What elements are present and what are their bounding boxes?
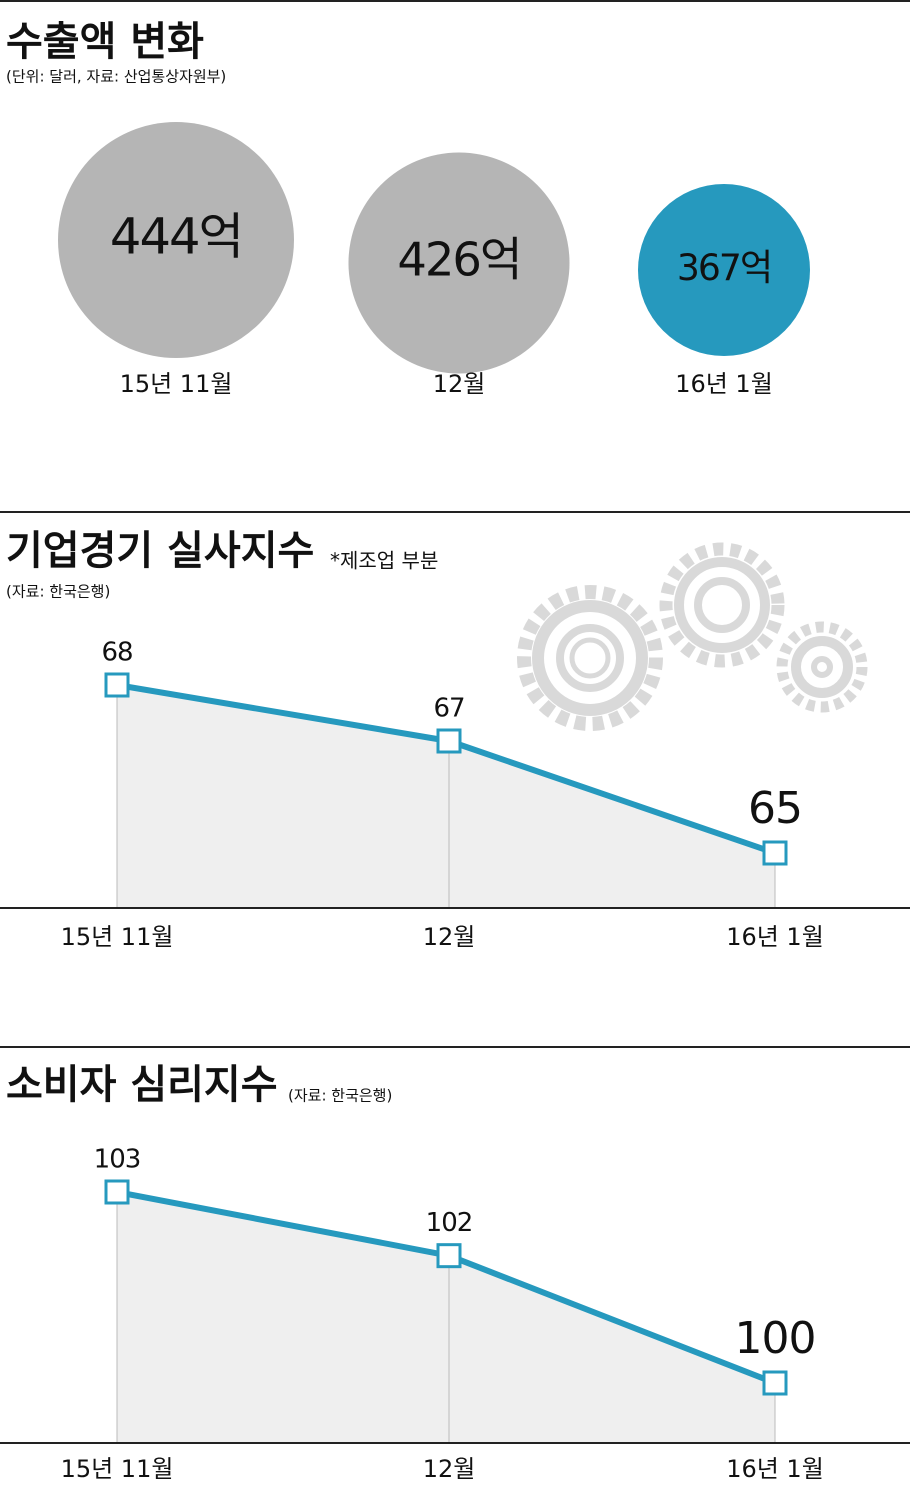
- marker: [104, 1179, 130, 1205]
- marker: [436, 728, 462, 754]
- value-label: 65: [748, 783, 802, 834]
- bubble: [348, 152, 570, 374]
- x-tick-label: 12월: [433, 370, 486, 398]
- chart-subtitle: (자료: 한국은행): [288, 1087, 392, 1105]
- x-tick-label: 16년 1월: [726, 1455, 824, 1483]
- x-tick-label: 15년 11월: [61, 923, 174, 951]
- value-label: 426억: [397, 233, 520, 287]
- chart-title: 소비자 심리지수: [6, 1062, 278, 1108]
- marker: [104, 672, 130, 698]
- chart-title: 기업경기 실사지수: [6, 528, 314, 574]
- chart-subtitle: (자료: 한국은행): [6, 583, 110, 601]
- value-label: 444억: [110, 208, 242, 266]
- chart-note: *제조업 부분: [330, 549, 438, 573]
- chart-title: 수출액 변화: [6, 19, 204, 65]
- marker: [436, 1243, 462, 1269]
- value-label: 367억: [677, 246, 771, 289]
- value-label: 68: [101, 638, 132, 668]
- area: [117, 685, 775, 908]
- bubble: [638, 184, 810, 356]
- value-label: 67: [433, 694, 464, 724]
- x-tick-label: 12월: [423, 1455, 476, 1483]
- marker: [762, 840, 788, 866]
- bubble: [58, 122, 294, 358]
- value-label: 103: [94, 1145, 141, 1175]
- area: [117, 1192, 775, 1443]
- x-tick-label: 16년 1월: [726, 923, 824, 951]
- gear-decoration: [517, 542, 868, 731]
- x-tick-label: 15년 11월: [120, 370, 233, 398]
- x-tick-label: 12월: [423, 923, 476, 951]
- value-label: 100: [735, 1313, 816, 1364]
- marker: [762, 1370, 788, 1396]
- x-tick-label: 15년 11월: [61, 1455, 174, 1483]
- x-tick-label: 16년 1월: [675, 370, 773, 398]
- chart-subtitle: (단위: 달러, 자료: 산업통상자원부): [6, 68, 226, 86]
- value-label: 102: [426, 1208, 473, 1238]
